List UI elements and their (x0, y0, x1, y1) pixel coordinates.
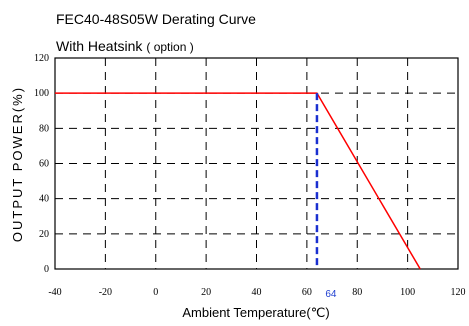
x-tick-labels: -40 -20 0 20 40 60 80 100 120 (48, 287, 465, 298)
x-tick-label: 100 (400, 287, 415, 298)
grid-lines (55, 58, 458, 269)
y-axis-label: OUTPUT POWER(%) (10, 86, 25, 242)
y-tick-label: 60 (39, 159, 49, 170)
x-tick-label: 120 (451, 287, 466, 298)
y-tick-label: 100 (34, 88, 49, 99)
x-tick-label: 60 (302, 287, 312, 298)
plot-frame (54, 57, 459, 270)
chart-subtitle-main: With Heatsink (56, 38, 143, 54)
series-layer (55, 92, 421, 270)
y-tick-label: 40 (39, 194, 49, 205)
x-tick-label: 0 (153, 287, 158, 298)
chart-subtitle-option: ( option ) (146, 40, 193, 54)
x-tick-label: -40 (48, 287, 61, 298)
y-tick-label: 120 (34, 53, 49, 64)
x-tick-label: 20 (201, 287, 211, 298)
x-axis-label: Ambient Temperature(℃) (182, 305, 329, 320)
chart-title: FEC40-48S05W Derating Curve (56, 11, 256, 27)
marker-label: 64 (325, 289, 337, 300)
y-tick-label: 0 (44, 264, 49, 275)
marker-layer: 64 (315, 93, 337, 300)
x-tick-label: 40 (252, 287, 262, 298)
chart-subtitle: With Heatsink( option ) (56, 38, 194, 54)
derating-curve (55, 92, 421, 270)
y-tick-labels: 0 20 40 60 80 100 120 (34, 53, 49, 275)
y-tick-label: 20 (39, 229, 49, 240)
y-tick-label: 80 (39, 123, 49, 134)
x-tick-label: 80 (352, 287, 362, 298)
x-tick-label: -20 (99, 287, 112, 298)
